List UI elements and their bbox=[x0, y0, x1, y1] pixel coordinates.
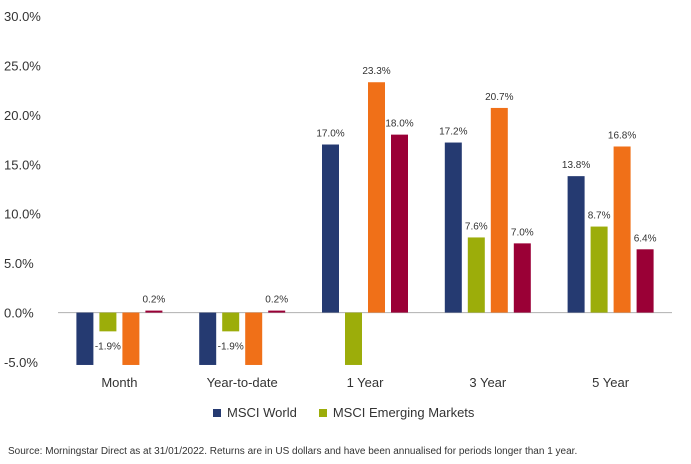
data-label: 17.0% bbox=[316, 129, 344, 140]
data-label: 13.8% bbox=[562, 160, 590, 171]
bar bbox=[76, 312, 94, 365]
legend-label-msci-world: MSCI World bbox=[227, 405, 297, 420]
bar bbox=[222, 312, 240, 332]
x-tick-label: 5 Year bbox=[592, 375, 630, 390]
x-tick-label: Year-to-date bbox=[207, 375, 278, 390]
bar bbox=[567, 176, 585, 313]
x-tick-label: 3 Year bbox=[469, 375, 507, 390]
y-tick-label: 25.0% bbox=[4, 58, 41, 73]
bar bbox=[145, 310, 163, 313]
bar bbox=[490, 107, 508, 313]
y-tick-label: 30.0% bbox=[4, 9, 41, 24]
bar bbox=[368, 82, 385, 313]
legend-item-msci-em: MSCI Emerging Markets bbox=[318, 405, 475, 420]
data-label: 16.8% bbox=[608, 130, 636, 141]
bar bbox=[636, 249, 654, 313]
bar bbox=[590, 226, 608, 313]
bar bbox=[345, 312, 362, 365]
legend-swatch-msci-em bbox=[318, 408, 327, 417]
data-label: 0.2% bbox=[265, 295, 288, 306]
x-tick-label: 1 Year bbox=[347, 375, 385, 390]
x-tick-label: Month bbox=[101, 375, 137, 390]
data-label: 8.7% bbox=[588, 211, 611, 222]
legend-swatch-msci-world bbox=[213, 408, 221, 417]
bar bbox=[613, 146, 631, 313]
y-tick-label: 10.0% bbox=[4, 207, 41, 222]
data-label: -1.9% bbox=[218, 342, 244, 353]
data-label: 18.0% bbox=[385, 119, 413, 130]
bar bbox=[245, 312, 263, 365]
source-note: Source: Morningstar Direct as at 31/01/2… bbox=[8, 446, 578, 457]
data-label: 0.2% bbox=[143, 295, 166, 306]
bar bbox=[199, 312, 217, 365]
data-label: 7.6% bbox=[465, 221, 488, 232]
y-tick-label: 20.0% bbox=[4, 108, 41, 123]
data-label: 6.4% bbox=[634, 233, 657, 244]
bar bbox=[444, 142, 462, 313]
data-label: 7.0% bbox=[511, 227, 534, 238]
legend-item-msci-world: MSCI World bbox=[213, 405, 297, 420]
bar bbox=[322, 144, 339, 313]
y-tick-label: 15.0% bbox=[4, 157, 41, 172]
data-label: 17.2% bbox=[439, 127, 467, 138]
legend-label-msci-em: MSCI Emerging Markets bbox=[332, 405, 475, 420]
bar bbox=[467, 237, 485, 313]
legend: MSCI World MSCI Emerging Markets bbox=[213, 405, 474, 420]
data-label: 20.7% bbox=[485, 92, 513, 103]
bar bbox=[122, 312, 140, 365]
bar-chart: 30.0% 25.0% 20.0% 15.0% 10.0% 5.0% 0.0% -5.0% Mo… bbox=[4, 9, 672, 390]
y-tick-label: -5.0% bbox=[4, 355, 38, 370]
y-tick-label: 5.0% bbox=[4, 256, 34, 271]
data-label: 23.3% bbox=[362, 66, 390, 77]
data-label: -1.9% bbox=[95, 342, 121, 353]
bar bbox=[391, 134, 408, 313]
bar bbox=[513, 243, 531, 313]
y-tick-label: 0.0% bbox=[4, 306, 34, 321]
bar bbox=[268, 310, 286, 313]
bar bbox=[99, 312, 117, 332]
